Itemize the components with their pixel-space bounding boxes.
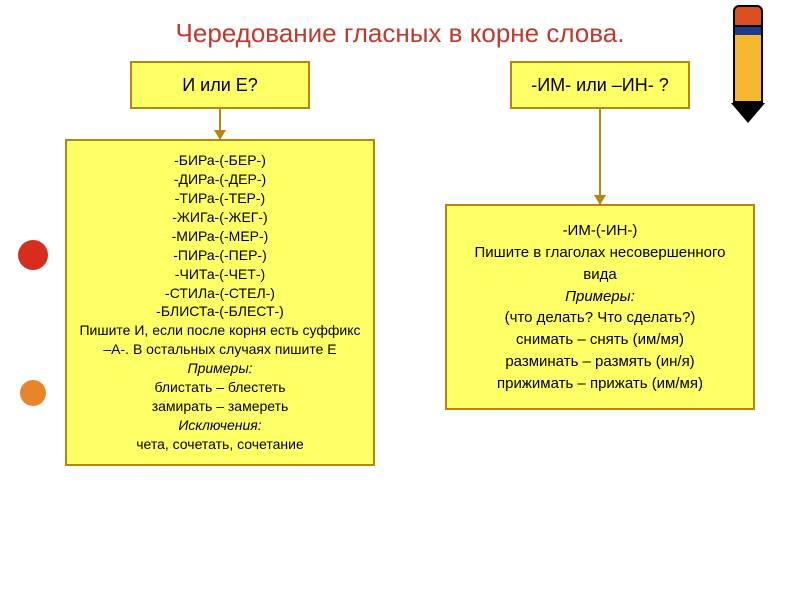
- example-line: снимать – снять (им/мя): [459, 329, 741, 351]
- left-header-box: И или Е?: [130, 61, 310, 109]
- left-connector-arrow: [219, 109, 221, 139]
- left-column: И или Е? -БИРа-(-БЕР-) -ДИРа-(-ДЕР-) -ТИ…: [60, 61, 380, 466]
- root-line: -ТИРа-(-ТЕР-): [75, 189, 365, 208]
- example-line: прижимать – прижать (им/мя): [459, 373, 741, 395]
- root-line: -ПИРа-(-ПЕР-): [75, 246, 365, 265]
- example-line: замирать – замереть: [75, 397, 365, 416]
- question-text: (что делать? Что сделать?): [459, 307, 741, 329]
- root-line: -БЛИСТа-(-БЛЕСТ-): [75, 302, 365, 321]
- rule-text: Пишите И, если после корня есть суффикс …: [75, 321, 365, 359]
- right-connector-arrow: [599, 109, 601, 204]
- right-body-box: -ИМ-(-ИН-) Пишите в глаголах несовершенн…: [445, 204, 755, 410]
- page-title: Чередование гласных в корне слова.: [0, 0, 800, 61]
- root-line: -ЧИТа-(-ЧЕТ-): [75, 265, 365, 284]
- root-line: -ЖИГа-(-ЖЕГ-): [75, 208, 365, 227]
- left-body-box: -БИРа-(-БЕР-) -ДИРа-(-ДЕР-) -ТИРа-(-ТЕР-…: [65, 139, 375, 465]
- root-line: -ИМ-(-ИН-): [459, 220, 741, 242]
- right-header-box: -ИМ- или –ИН- ?: [510, 61, 690, 109]
- root-line: -МИРа-(-МЕР-): [75, 227, 365, 246]
- examples-label: Примеры:: [75, 359, 365, 378]
- pencil-decoration: [724, 5, 772, 125]
- root-line: -ДИРа-(-ДЕР-): [75, 170, 365, 189]
- exceptions-label: Исключения:: [75, 416, 365, 435]
- exceptions-text: чета, сочетать, сочетание: [75, 435, 365, 454]
- content-columns: И или Е? -БИРа-(-БЕР-) -ДИРа-(-ДЕР-) -ТИ…: [0, 61, 800, 466]
- right-column: -ИМ- или –ИН- ? -ИМ-(-ИН-) Пишите в глаг…: [440, 61, 760, 466]
- root-line: -БИРа-(-БЕР-): [75, 151, 365, 170]
- rule-text: Пишите в глаголах несовершенного вида: [459, 242, 741, 286]
- root-line: -СТИЛа-(-СТЕЛ-): [75, 284, 365, 303]
- example-line: разминать – размять (ин/я): [459, 351, 741, 373]
- examples-label: Примеры:: [459, 286, 741, 308]
- left-decoration: [18, 240, 50, 440]
- example-line: блистать – блестеть: [75, 378, 365, 397]
